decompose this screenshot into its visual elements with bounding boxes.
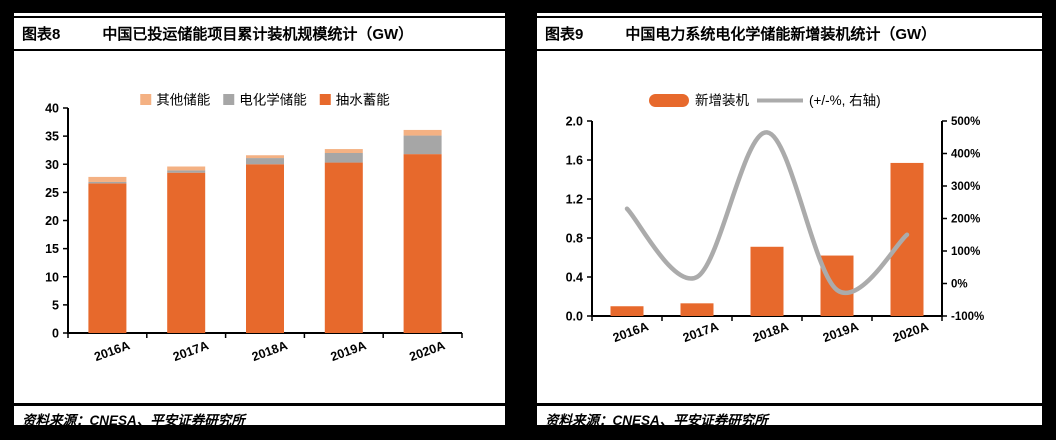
bar-segment-其他储能 <box>324 149 363 153</box>
trend-line <box>624 130 910 296</box>
y-tick-label: 40 <box>45 102 59 116</box>
x-category-label: 2020A <box>408 338 447 364</box>
y-tick-label: 35 <box>45 130 59 144</box>
x-category-label: 2020A <box>891 319 930 345</box>
x-category-label: 2018A <box>250 338 289 364</box>
y-tick-label: 5 <box>52 298 59 312</box>
figure-9-panel: 图表9 中国电力系统电化学储能新增装机统计（GW） 新增装机 (+/-%, 右轴)… <box>537 13 1042 428</box>
bar-2018A <box>750 246 784 316</box>
figure-9-title: 中国电力系统电化学储能新增装机统计（GW） <box>625 26 937 43</box>
bar-segment-其他储能 <box>403 129 442 136</box>
y-tick-label: 20 <box>45 214 59 228</box>
legend-label: 新增装机 <box>695 93 749 108</box>
y-right-tick-label: 200% <box>951 214 980 226</box>
x-category-label: 2017A <box>681 319 720 345</box>
y-right-tick-label: 400% <box>951 149 980 161</box>
x-category-label: 2017A <box>171 338 210 364</box>
figure-9-chart-svg: 新增装机 (+/-%, 右轴) 0.0 0.4 0.8 1.2 1.6 2.0 -100% 0% 1… <box>566 93 985 345</box>
legend-label: 其他储能 <box>156 93 210 108</box>
y-tick-label: 25 <box>45 186 59 200</box>
bar-segment-抽水蓄能 <box>88 183 127 333</box>
legend-label: 抽水蓄能 <box>336 93 390 108</box>
bar-segment-电化学储能 <box>88 181 127 184</box>
bar-segment-电化学储能 <box>403 135 442 155</box>
y-right-tick-label: 0% <box>951 279 968 291</box>
x-category-label: 2016A <box>611 319 650 345</box>
y-left-tick-label: 0.4 <box>566 271 583 285</box>
figure-9-label: 图表9 <box>545 26 584 43</box>
y-tick-label: 10 <box>45 270 59 284</box>
y-left-tick-label: 1.6 <box>566 154 583 168</box>
bar-segment-抽水蓄能 <box>167 172 206 333</box>
y-right-tick-label: 500% <box>951 116 980 128</box>
x-category-label: 2016A <box>92 338 131 364</box>
y-left-tick-label: 1.2 <box>566 193 583 207</box>
bar-2019A <box>820 255 854 316</box>
y-left-tick-label: 0.8 <box>566 232 583 246</box>
legend-bar-swatch <box>649 94 689 107</box>
legend-swatch <box>140 94 152 105</box>
legend-swatch <box>223 94 235 105</box>
bar-2017A <box>680 303 714 316</box>
figure-8-chart: 其他储能 电化学储能 抽水蓄能 0 5 10 15 20 25 30 35 40 2016A 2017A 2… <box>14 51 505 403</box>
bar-segment-其他储能 <box>246 155 284 159</box>
bar-segment-电化学储能 <box>246 158 284 165</box>
figure-8-source: 资料来源：CNESA、平安证券研究所 <box>14 403 505 429</box>
y-left-tick-label: 2.0 <box>566 115 583 129</box>
bar-segment-其他储能 <box>88 176 127 182</box>
y-tick-label: 30 <box>45 158 59 172</box>
y-right-tick-label: 100% <box>951 246 980 258</box>
x-category-label: 2018A <box>751 319 790 345</box>
bar-segment-抽水蓄能 <box>246 164 284 333</box>
figure-8-source-text: 资料来源：CNESA、平安证券研究所 <box>22 413 245 428</box>
bar-segment-电化学储能 <box>324 153 363 163</box>
legend-label: (+/-%, 右轴) <box>809 93 881 108</box>
y-right-tick-label: -100% <box>951 311 984 323</box>
y-tick-label: 15 <box>45 242 59 256</box>
y-tick-label: 0 <box>52 327 59 341</box>
x-category-label: 2019A <box>329 338 368 364</box>
figure-9-source: 资料来源：CNESA、平安证券研究所 <box>537 403 1042 429</box>
y-right-tick-label: 300% <box>951 181 980 193</box>
legend-swatch <box>319 94 331 105</box>
legend-label: 电化学储能 <box>239 93 307 108</box>
bar-2020A <box>890 162 924 316</box>
y-left-tick-label: 0.0 <box>566 310 583 324</box>
bar-segment-电化学储能 <box>167 170 206 173</box>
figure-9-source-text: 资料来源：CNESA、平安证券研究所 <box>545 413 768 428</box>
figure-8-panel: 图表8 中国已投运储能项目累计装机规模统计（GW） 其他储能 电化学储能 抽水蓄能 0… <box>14 13 505 428</box>
figure-9-chart: 新增装机 (+/-%, 右轴) 0.0 0.4 0.8 1.2 1.6 2.0 -100% 0% 1… <box>537 51 1042 403</box>
bar-segment-抽水蓄能 <box>403 154 442 333</box>
bar-segment-抽水蓄能 <box>324 162 363 333</box>
figure-9-titlebar: 图表9 中国电力系统电化学储能新增装机统计（GW） <box>537 16 1042 51</box>
x-category-label: 2019A <box>821 319 860 345</box>
figure-8-titlebar: 图表8 中国已投运储能项目累计装机规模统计（GW） <box>14 16 505 51</box>
bar-segment-其他储能 <box>167 166 206 171</box>
bar-2016A <box>610 306 644 316</box>
figure-8-label: 图表8 <box>22 26 61 43</box>
figure-8-chart-svg: 其他储能 电化学储能 抽水蓄能 0 5 10 15 20 25 30 35 40 2016A 2017A 2… <box>45 93 463 364</box>
figure-8-title: 中国已投运储能项目累计装机规模统计（GW） <box>102 26 414 43</box>
